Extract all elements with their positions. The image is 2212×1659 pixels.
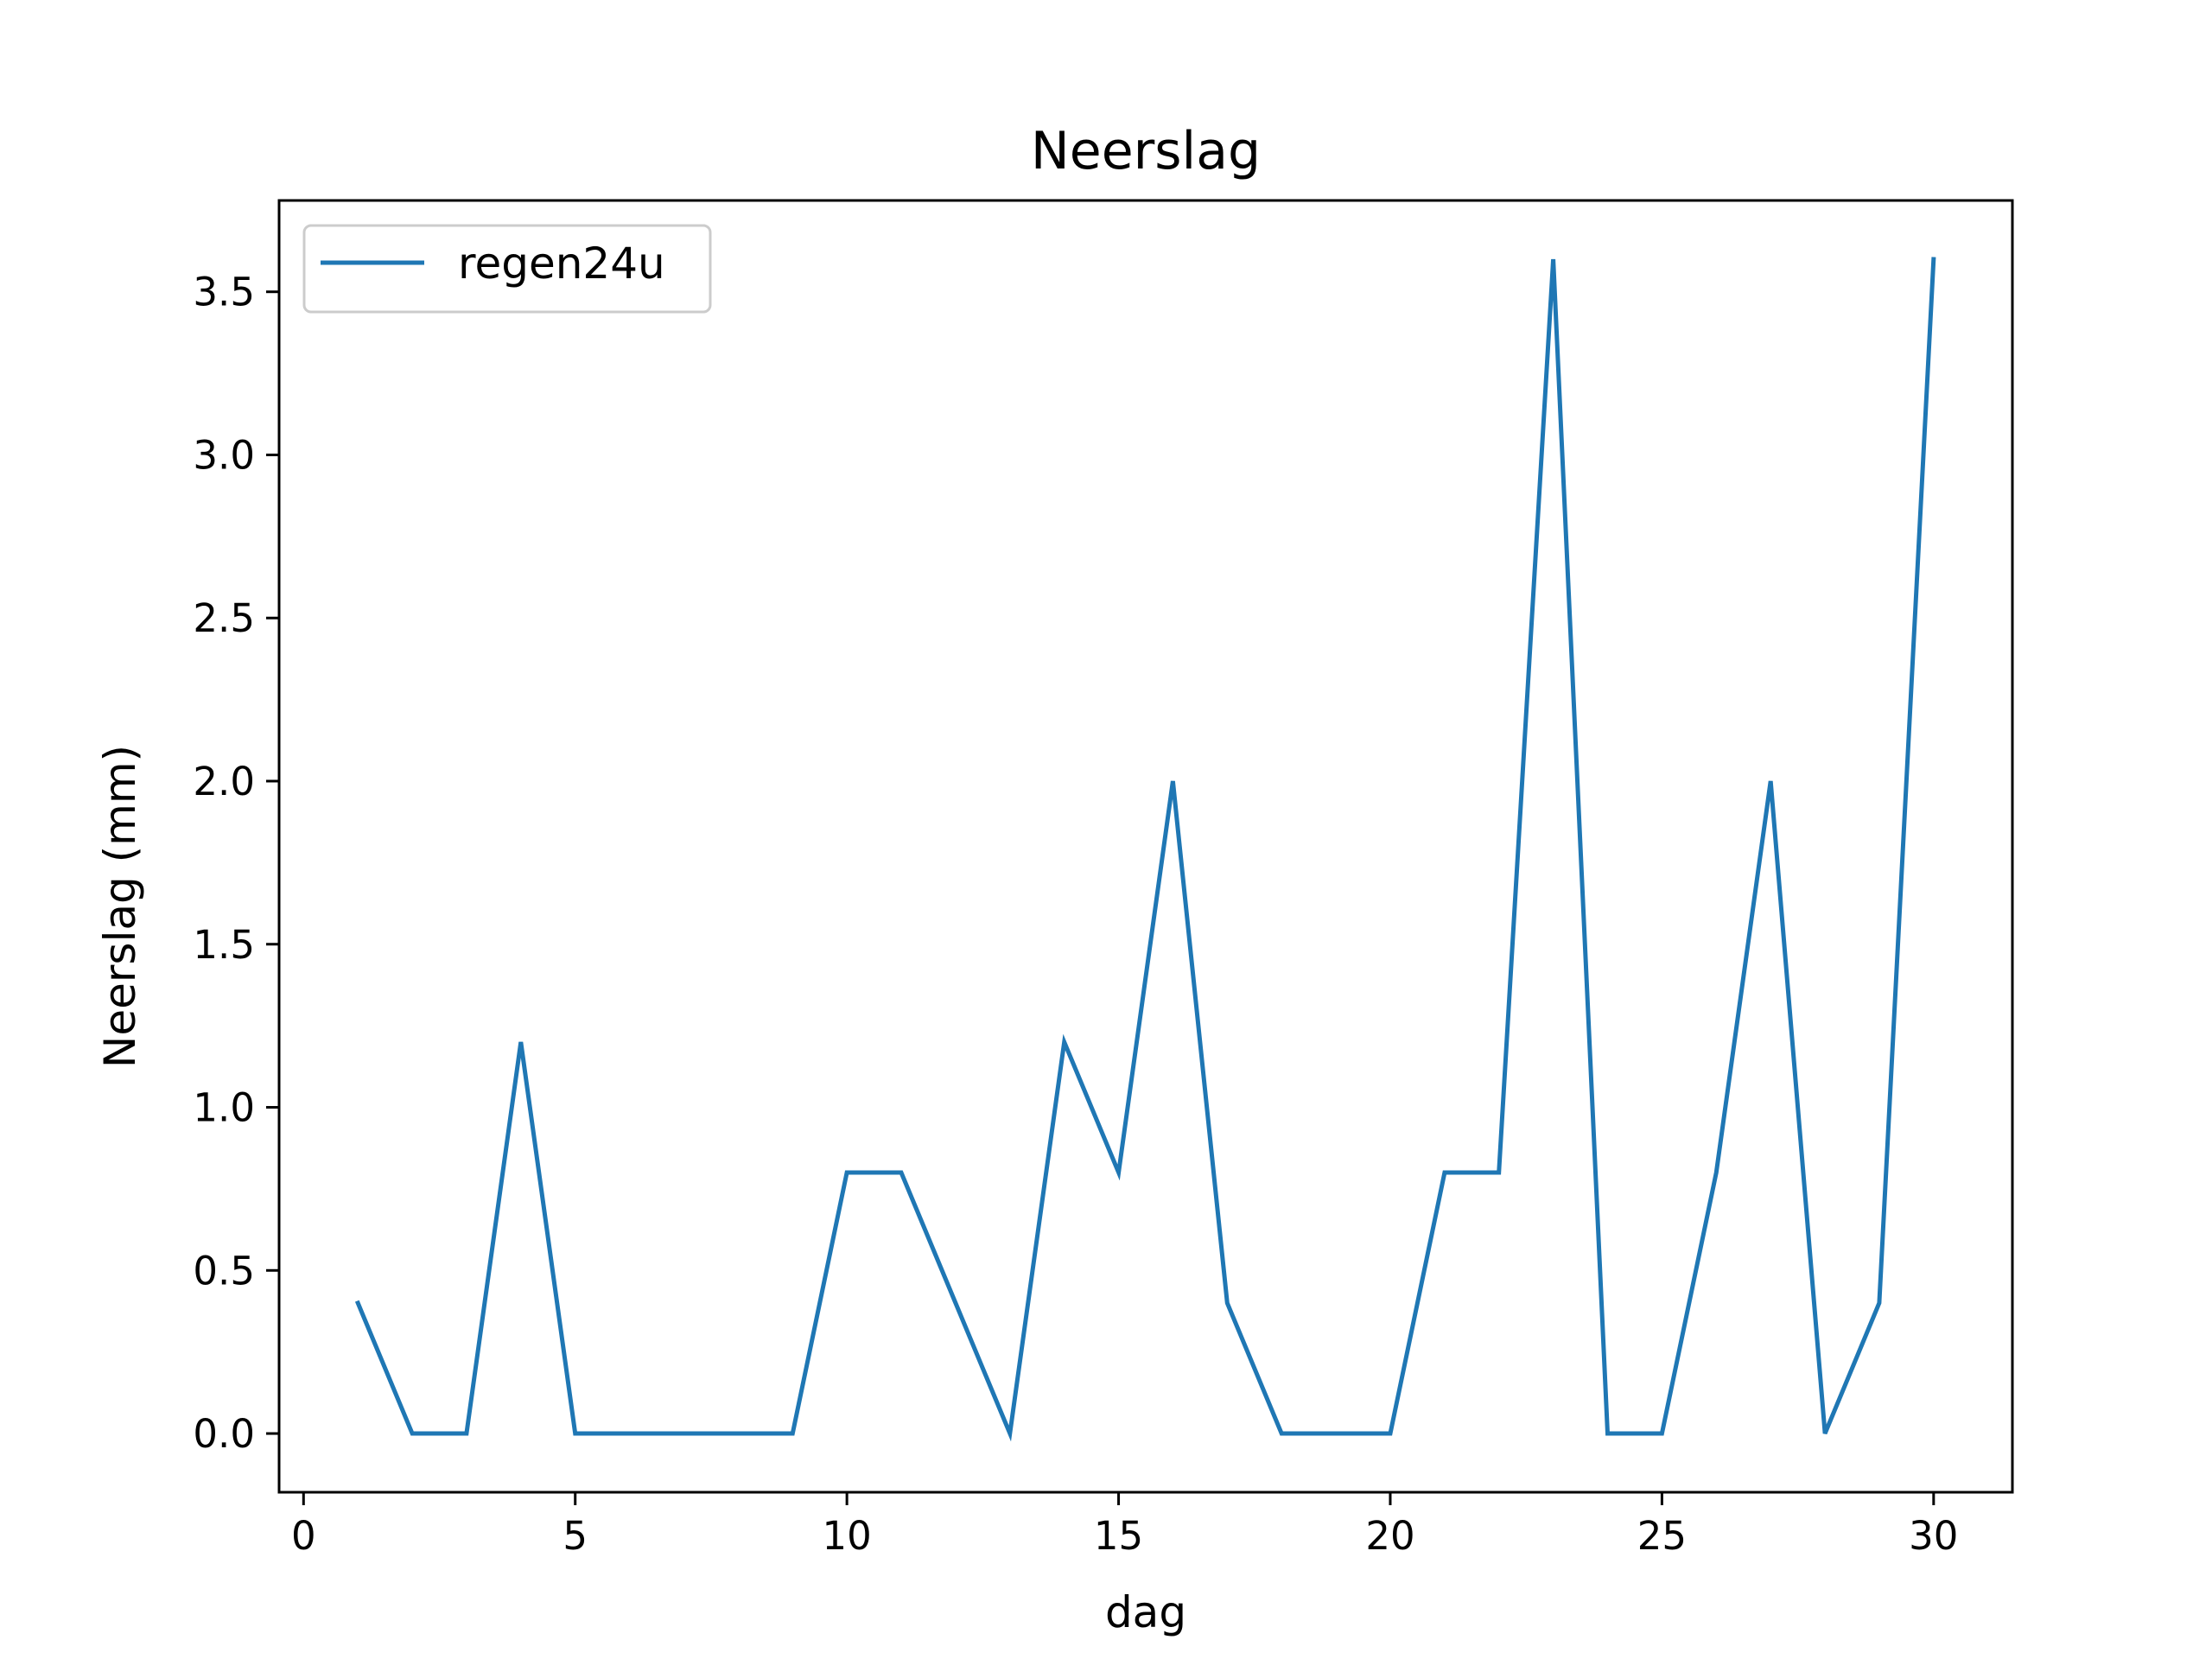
plot-frame <box>277 199 2014 1494</box>
y-tick-label: 2.5 <box>193 595 255 641</box>
y-tick-label: 0.5 <box>193 1248 255 1294</box>
y-tick-label: 3.5 <box>193 270 255 315</box>
y-axis-label: Neerslag (mm) <box>95 745 145 1068</box>
x-tick-label: 10 <box>823 1513 872 1559</box>
x-tick-label: 5 <box>563 1513 588 1559</box>
y-tick-label: 1.5 <box>193 922 255 968</box>
legend-label: regen24u <box>458 238 665 289</box>
y-tick-label: 1.0 <box>193 1085 255 1131</box>
series-line-regen24u <box>354 257 1936 1442</box>
x-tick-label: 25 <box>1637 1513 1687 1559</box>
legend: regen24u <box>302 224 712 314</box>
x-axis: 0 5 10 15 20 25 30 <box>291 1492 1958 1559</box>
x-axis-label: dag <box>1105 1587 1186 1637</box>
y-tick-label: 2.0 <box>193 759 255 804</box>
x-tick-label: 0 <box>291 1513 316 1559</box>
chart-title: Neerslag <box>1031 121 1261 181</box>
y-tick-label: 3.0 <box>193 432 255 478</box>
series-layer <box>354 257 1936 1442</box>
x-tick-label: 20 <box>1365 1513 1414 1559</box>
x-tick-label: 15 <box>1094 1513 1143 1559</box>
y-tick-label: 0.0 <box>193 1411 255 1457</box>
x-tick-label: 30 <box>1909 1513 1958 1559</box>
y-axis: 0.0 0.5 1.0 1.5 2.0 2.5 3.0 3.5 <box>193 270 279 1457</box>
legend-box <box>302 224 712 314</box>
